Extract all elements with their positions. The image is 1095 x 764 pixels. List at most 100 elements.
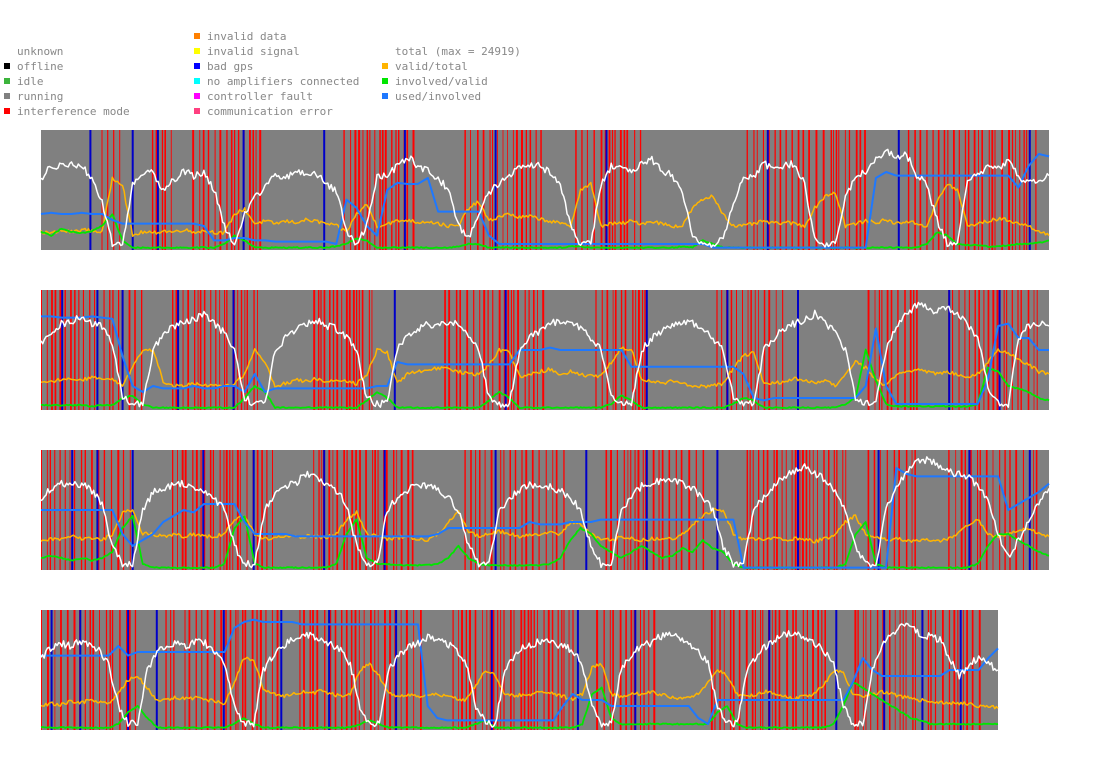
legend-label: controller fault <box>207 90 313 103</box>
series-total-line <box>40 456 1050 569</box>
interference-stripe <box>634 450 636 570</box>
interference-stripe <box>632 290 634 410</box>
bad-gps-mark <box>96 290 99 410</box>
interference-stripe <box>774 130 776 250</box>
interference-stripe <box>47 610 49 730</box>
interference-stripe <box>543 610 545 730</box>
interference-stripe <box>914 610 916 730</box>
interference-stripe <box>702 450 705 570</box>
interference-stripe <box>128 290 131 410</box>
interference-stripe <box>512 130 514 250</box>
interference-stripe <box>848 130 851 250</box>
interference-stripe <box>107 130 109 250</box>
interference-stripe <box>203 290 206 410</box>
interference-stripe <box>614 130 616 250</box>
interference-stripe <box>358 130 361 250</box>
interference-stripe <box>987 290 990 410</box>
interference-stripe <box>209 450 212 570</box>
series-used-involved-line <box>41 618 999 725</box>
bad-gps-mark <box>494 130 497 250</box>
interference-stripe <box>374 450 376 570</box>
interference-stripe <box>365 450 367 570</box>
interference-stripe <box>880 450 881 570</box>
interference-stripe <box>509 450 511 570</box>
interference-stripe <box>103 290 105 410</box>
interference-stripe <box>82 290 84 410</box>
bad-gps-mark <box>50 610 53 730</box>
interference-stripe <box>484 450 486 570</box>
interference-stripe <box>1033 450 1034 570</box>
interference-stripe <box>407 450 410 570</box>
interference-stripe <box>637 450 640 570</box>
interference-stripe <box>762 610 764 730</box>
bad-gps-mark <box>232 290 235 410</box>
interference-stripe <box>523 610 526 730</box>
bad-gps-mark <box>121 290 124 410</box>
interference-stripe <box>516 130 518 250</box>
legend-label: no amplifiers connected <box>207 75 360 88</box>
legend-label: valid/total <box>395 60 468 73</box>
interference-stripe <box>575 130 577 250</box>
interference-stripe <box>389 610 392 730</box>
interference-stripe <box>514 450 517 570</box>
interference-stripe <box>479 290 481 410</box>
interference-stripe <box>821 610 823 730</box>
interference-stripe <box>479 450 481 570</box>
interference-stripe <box>964 290 966 410</box>
interference-stripe <box>492 290 494 410</box>
interference-stripe <box>151 130 154 250</box>
interference-stripe <box>328 450 331 570</box>
interference-stripe <box>845 450 847 570</box>
bad-gps-mark <box>155 610 158 730</box>
interference-stripe <box>932 130 934 250</box>
interference-stripe <box>763 290 766 410</box>
bad-gps-mark <box>883 610 886 730</box>
interference-stripe <box>890 290 893 410</box>
interference-stripe <box>214 130 216 250</box>
interference-stripe <box>350 130 352 250</box>
interference-stripe <box>754 610 756 730</box>
interference-stripe <box>500 610 502 730</box>
interference-stripe <box>215 290 217 410</box>
interference-stripe <box>981 130 983 250</box>
interference-stripe <box>113 130 115 250</box>
interference-stripe <box>905 610 907 730</box>
interference-stripe <box>492 610 495 730</box>
interference-stripe <box>778 610 781 730</box>
legend-swatch-invalid-signal <box>194 48 200 54</box>
interference-stripe <box>964 450 966 570</box>
bad-gps-mark <box>490 610 493 730</box>
legend-swatch-offline <box>4 63 10 69</box>
legend-swatch-controller-fault <box>194 93 200 99</box>
interference-stripe <box>502 130 504 250</box>
interference-stripe <box>89 610 91 730</box>
series-involved-valid-line <box>40 348 1050 410</box>
interference-stripe <box>572 610 574 730</box>
interference-stripe <box>525 130 527 250</box>
interference-stripe <box>773 450 775 570</box>
bad-gps-mark <box>328 610 331 730</box>
interference-stripe <box>785 450 787 570</box>
interference-stripe <box>309 610 311 730</box>
legend-label: bad gps <box>207 60 254 73</box>
interference-stripe <box>391 130 393 250</box>
interference-stripe <box>259 610 262 730</box>
bad-gps-mark <box>323 130 326 250</box>
interference-stripe <box>464 450 466 570</box>
bad-gps-mark <box>280 610 283 730</box>
interference-stripe <box>854 610 857 730</box>
interference-stripe <box>503 610 505 730</box>
interference-stripe <box>210 290 212 410</box>
interference-stripe <box>1035 450 1038 570</box>
legend-swatch-valid-total <box>382 63 388 69</box>
interference-stripe <box>225 450 228 570</box>
interference-stripe <box>999 450 1001 570</box>
interference-stripe <box>513 610 515 730</box>
interference-stripe <box>345 290 348 410</box>
interference-stripe <box>525 450 528 570</box>
interference-stripe <box>779 130 782 250</box>
interference-stripe <box>235 610 237 730</box>
interference-stripe <box>1006 290 1008 410</box>
interference-stripe <box>719 610 721 730</box>
interference-stripe <box>345 610 348 730</box>
